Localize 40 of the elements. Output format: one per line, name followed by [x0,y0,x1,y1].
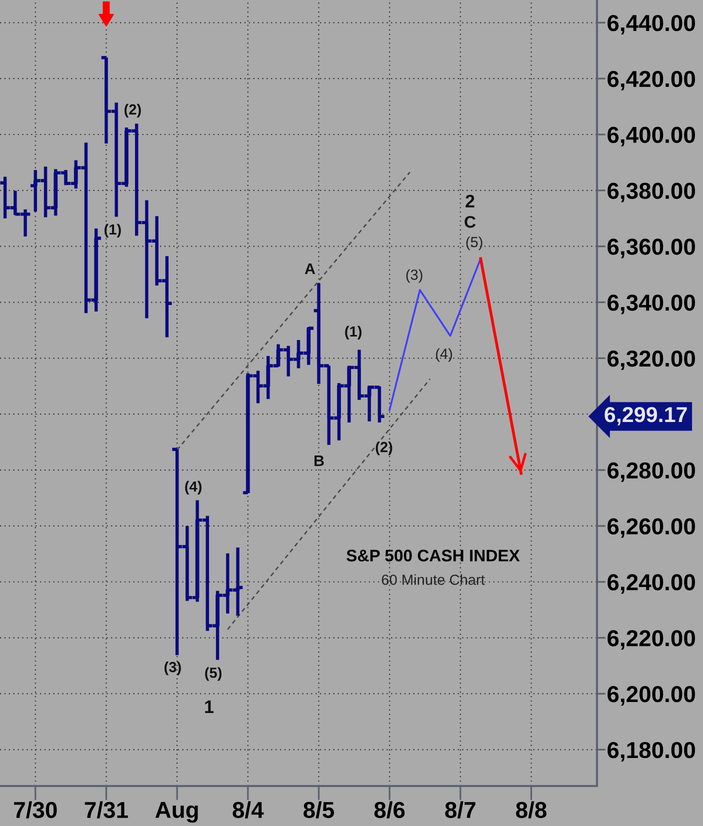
annotation: (4) [185,480,202,494]
annotation: C [464,216,476,228]
annotation: (1) [345,326,362,340]
y-tick-label: 6,360.00 [608,238,695,258]
text: 6,299.17 [604,406,687,426]
x-tick-label: 8/5 [304,801,334,818]
annotation: 2 [466,194,474,208]
y-tick-label: 6,440.00 [608,14,695,34]
x-tick-label: 7/31 [84,801,128,818]
annotation: (5) [205,667,222,681]
text: 60 Minute Chart [382,574,485,585]
y-tick-label: 6,400.00 [608,126,695,146]
x-tick-label: 8/4 [232,801,264,818]
annotation: (2) [376,442,392,456]
y-tick-label: 6,320.00 [608,350,695,370]
y-tick-label: 6,420.00 [608,70,695,90]
y-tick-label: 6,380.00 [608,182,695,202]
annotation: (5) [466,236,482,250]
annotation: (3) [164,662,181,676]
y-tick-label: 6,260.00 [608,518,695,538]
x-tick-label: 8/7 [445,801,476,818]
annotation: (2) [124,104,141,118]
annotation: (3) [406,269,422,283]
annotation: (1) [104,224,121,238]
x-tick-label: 8/6 [374,801,405,818]
y-tick-label: 6,200.00 [608,686,695,706]
x-tick-label: 7/30 [14,801,57,818]
y-tick-label: 6,220.00 [608,630,695,650]
line-series [388,258,482,411]
annotation: B [314,455,324,466]
x-tick-label: Aug [155,802,198,823]
annotation: 1 [205,700,214,713]
annotation: A [304,263,316,274]
annotation: (4) [436,348,452,362]
x-tick-label: 8/8 [516,801,546,818]
text: S&P 500 CASH INDEX [346,550,520,562]
y-tick-label: 6,180.00 [608,742,695,762]
y-tick-label: 6,340.00 [608,294,695,314]
y-tick-label: 6,240.00 [608,574,695,594]
y-tick-label: 6,280.00 [608,462,695,482]
